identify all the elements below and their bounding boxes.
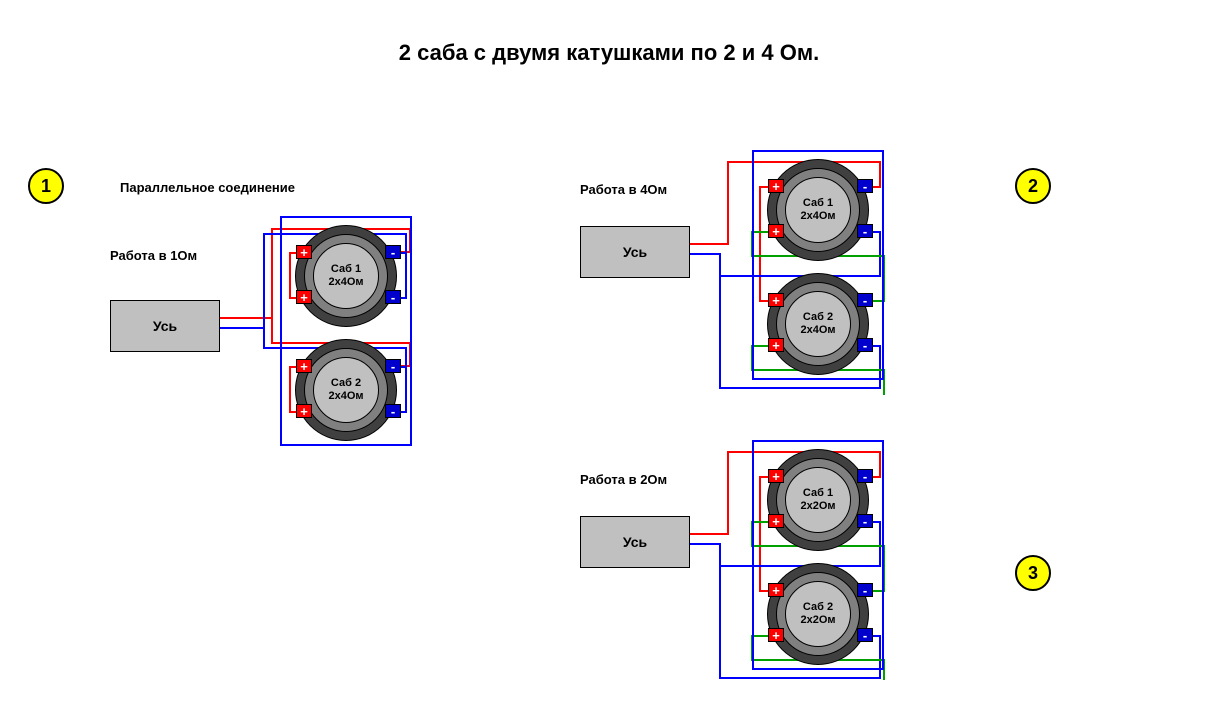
subwoofer-2-0: Саб 12x4Ом [785, 177, 851, 243]
terminal-1-2-plus: + [296, 290, 312, 304]
terminal-2-0-plus: + [768, 179, 784, 193]
terminal-3-5-minus: - [857, 583, 873, 597]
terminal-2-1-minus: - [857, 179, 873, 193]
sub-label2: 2x4Ом [328, 276, 363, 289]
subwoofer-2-1: Саб 22x4Ом [785, 291, 851, 357]
sub-label1: Саб 2 [803, 601, 833, 614]
sub-label2: 2x4Ом [800, 210, 835, 223]
subtitle-1: Параллельное соединение [120, 180, 295, 195]
amplifier-2: Усь [580, 226, 690, 278]
terminal-2-3-minus: - [857, 224, 873, 238]
subwoofer-1-0: Саб 12x4Ом [313, 243, 379, 309]
terminal-2-2-plus: + [768, 224, 784, 238]
terminal-2-4-plus: + [768, 293, 784, 307]
subwoofer-1-1: Саб 22x4Ом [313, 357, 379, 423]
terminal-2-6-plus: + [768, 338, 784, 352]
terminal-3-6-plus: + [768, 628, 784, 642]
terminal-1-0-plus: + [296, 245, 312, 259]
subwoofer-3-1: Саб 22x2Ом [785, 581, 851, 647]
work-label-2: Работа в 4Ом [580, 182, 667, 197]
terminal-3-7-minus: - [857, 628, 873, 642]
terminal-3-1-minus: - [857, 469, 873, 483]
sub-label1: Саб 2 [803, 311, 833, 324]
amplifier-1: Усь [110, 300, 220, 352]
terminal-3-3-minus: - [857, 514, 873, 528]
subwoofer-3-0: Саб 12x2Ом [785, 467, 851, 533]
sub-label2: 2x2Ом [800, 614, 835, 627]
sub-label2: 2x2Ом [800, 500, 835, 513]
sub-label1: Саб 2 [331, 377, 361, 390]
terminal-1-5-minus: - [385, 359, 401, 373]
page-title: 2 саба с двумя катушками по 2 и 4 Ом. [0, 40, 1218, 66]
terminal-1-7-minus: - [385, 404, 401, 418]
diagram-badge-2: 2 [1015, 168, 1051, 204]
terminal-1-1-minus: - [385, 245, 401, 259]
terminal-2-5-minus: - [857, 293, 873, 307]
terminal-1-4-plus: + [296, 359, 312, 373]
diagram-badge-3: 3 [1015, 555, 1051, 591]
sub-label1: Саб 1 [803, 487, 833, 500]
diagram-badge-1: 1 [28, 168, 64, 204]
sub-label1: Саб 1 [803, 197, 833, 210]
work-label-1: Работа в 1Ом [110, 248, 197, 263]
sub-label2: 2x4Ом [328, 390, 363, 403]
sub-label2: 2x4Ом [800, 324, 835, 337]
terminal-2-7-minus: - [857, 338, 873, 352]
amplifier-3: Усь [580, 516, 690, 568]
work-label-3: Работа в 2Ом [580, 472, 667, 487]
terminal-1-3-minus: - [385, 290, 401, 304]
terminal-1-6-plus: + [296, 404, 312, 418]
terminal-3-4-plus: + [768, 583, 784, 597]
sub-label1: Саб 1 [331, 263, 361, 276]
wiring-svg [0, 0, 1218, 704]
terminal-3-0-plus: + [768, 469, 784, 483]
terminal-3-2-plus: + [768, 514, 784, 528]
